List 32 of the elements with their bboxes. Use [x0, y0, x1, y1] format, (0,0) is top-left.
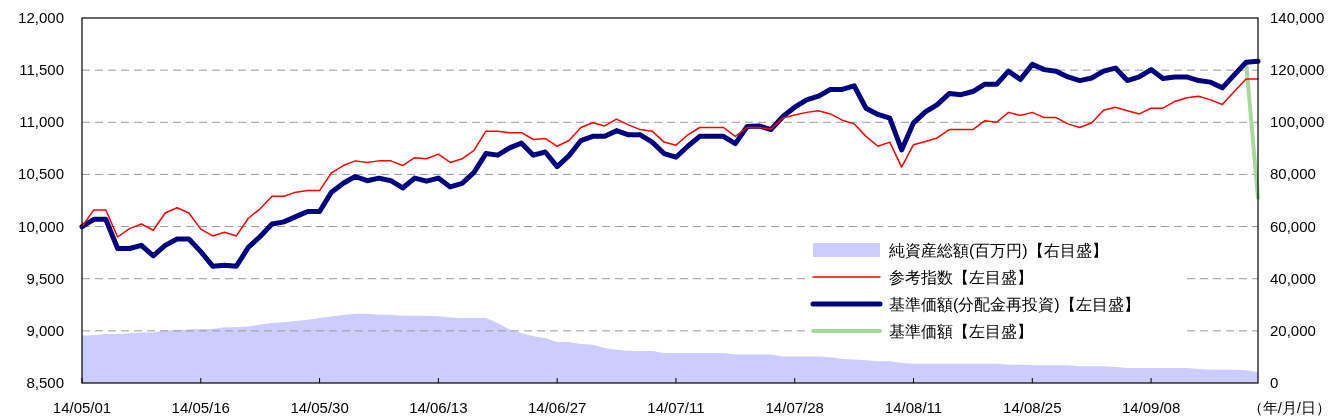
y2-tick-label: 120,000 — [1270, 61, 1325, 79]
x-tick-label: 14/05/30 — [290, 399, 349, 416]
y2-tick-label: 80,000 — [1270, 165, 1316, 183]
y2-tick-label: 60,000 — [1270, 217, 1316, 235]
line-series — [81, 78, 1259, 238]
y2-tick-label: 140,000 — [1270, 9, 1325, 26]
x-tick-label: 14/06/13 — [409, 399, 468, 416]
y-tick-label: 8,500 — [26, 374, 64, 391]
y-tick-label: 11,500 — [19, 61, 64, 79]
y-tick-label: 12,000 — [18, 9, 64, 26]
y2-tick-label: 20,000 — [1270, 321, 1316, 339]
x-tick-label: 14/05/16 — [171, 399, 230, 416]
y2-tick-label: 40,000 — [1270, 269, 1316, 287]
legend-label: 参考指数【左目盛】 — [889, 269, 1033, 286]
y-tick-label: 11,000 — [19, 113, 64, 131]
x-tick-label: 14/07/28 — [765, 399, 824, 416]
x-tick-label: 14/09/08 — [1121, 399, 1181, 416]
y-tick-label: 9,000 — [26, 321, 64, 339]
y2-tick-label: 100,000 — [1270, 113, 1325, 131]
legend-label: 純資産総額(百万円)【右目盛】 — [889, 242, 1108, 259]
x-tick-label: 14/07/11 — [647, 399, 705, 416]
x-tick-label: 14/06/27 — [527, 399, 587, 416]
x-tick-label: 14/08/11 — [884, 399, 943, 416]
y-tick-label: 9,500 — [26, 269, 64, 287]
y2-tick-label: 0 — [1270, 374, 1279, 391]
x-tick-label: 14/05/01 — [52, 399, 112, 416]
y-tick-label: 10,500 — [18, 165, 64, 183]
x-tick-label: 14/08/25 — [1003, 399, 1062, 416]
x-axis-title: （年/月/日） — [1247, 399, 1331, 416]
y-tick-label: 10,000 — [18, 217, 64, 235]
legend-label: 基準価額(分配金再投資)【左目盛】 — [889, 296, 1140, 313]
legend-label: 基準価額【左目盛】 — [889, 323, 1033, 340]
